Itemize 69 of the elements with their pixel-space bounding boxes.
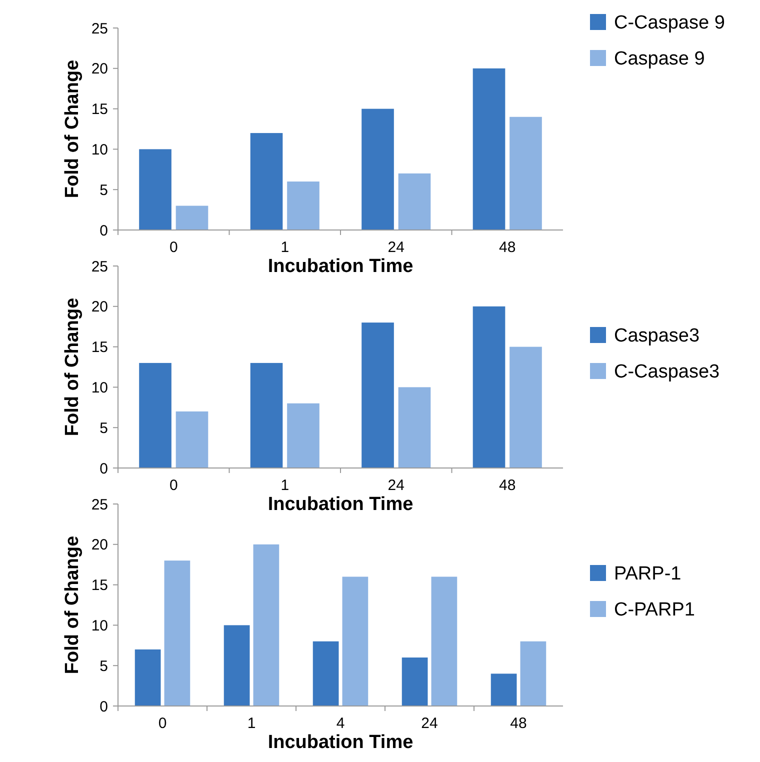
bar [402, 658, 428, 706]
bar [472, 306, 506, 468]
bar [510, 346, 542, 468]
y-tick-label: 5 [100, 182, 108, 199]
bar [287, 182, 320, 230]
bar [431, 576, 458, 706]
x-tick-label: 1 [280, 239, 290, 256]
bar [250, 362, 283, 468]
y-tick-label: 10 [91, 617, 108, 634]
bar [472, 68, 506, 230]
x-tick-label: 1 [280, 477, 290, 494]
bar [490, 674, 517, 706]
y-axis-title: Fold of Change [62, 60, 83, 198]
y-tick-label: 0 [100, 222, 108, 240]
x-axis-title: Incubation Time [268, 256, 414, 277]
x-tick-label: 0 [158, 715, 167, 732]
x-tick-label: 48 [499, 239, 516, 256]
x-tick-label: 1 [247, 715, 256, 732]
bar [362, 108, 394, 230]
bar [176, 206, 208, 230]
bar [362, 322, 394, 468]
legend-label: C-PARP1 [614, 600, 695, 621]
bar [398, 387, 431, 468]
bar [224, 625, 250, 706]
x-tick-label: 24 [388, 477, 404, 494]
bar [342, 576, 368, 706]
y-tick-label: 20 [91, 298, 108, 316]
bar [164, 560, 190, 706]
y-tick-label: 25 [91, 20, 108, 38]
y-tick-label: 0 [100, 460, 108, 478]
legend-label: Caspase 9 [614, 48, 705, 70]
y-tick-label: 25 [91, 258, 108, 276]
y-tick-label: 0 [100, 698, 108, 716]
x-axis-title: Incubation Time [268, 732, 414, 753]
x-axis-title: Incubation Time [268, 494, 414, 515]
y-tick-label: 5 [100, 658, 108, 675]
x-tick-label: 4 [336, 715, 345, 732]
bar [253, 544, 280, 706]
bar [287, 403, 320, 468]
legend-label: PARP-1 [614, 564, 682, 585]
x-tick-label: 0 [169, 477, 178, 494]
bar [139, 362, 172, 468]
y-tick-label: 25 [91, 496, 108, 514]
x-tick-label: 48 [499, 477, 516, 494]
x-tick-label: 48 [510, 715, 527, 732]
y-tick-label: 15 [91, 577, 108, 594]
bar [510, 116, 542, 230]
y-axis-title: Fold of Change [62, 298, 83, 436]
y-tick-label: 5 [100, 420, 108, 437]
y-tick-label: 20 [91, 536, 108, 554]
y-tick-label: 15 [91, 339, 108, 356]
bar [176, 411, 208, 468]
bar [398, 173, 431, 230]
x-tick-label: 24 [388, 239, 404, 256]
y-tick-label: 10 [91, 141, 108, 158]
y-axis-title: Fold of Change [62, 536, 83, 674]
legend-label: C-Caspase 9 [614, 12, 725, 34]
legend-label: C-Caspase3 [614, 362, 720, 383]
y-tick-label: 10 [91, 379, 108, 396]
bar [250, 133, 283, 230]
x-tick-label: 0 [169, 239, 178, 256]
legend-label: Caspase3 [614, 326, 700, 347]
y-tick-label: 15 [91, 101, 108, 118]
bar [312, 641, 339, 706]
x-tick-label: 24 [421, 715, 438, 732]
bar [134, 649, 161, 706]
bar [520, 641, 546, 706]
y-tick-label: 20 [91, 60, 108, 78]
bar [139, 149, 172, 230]
